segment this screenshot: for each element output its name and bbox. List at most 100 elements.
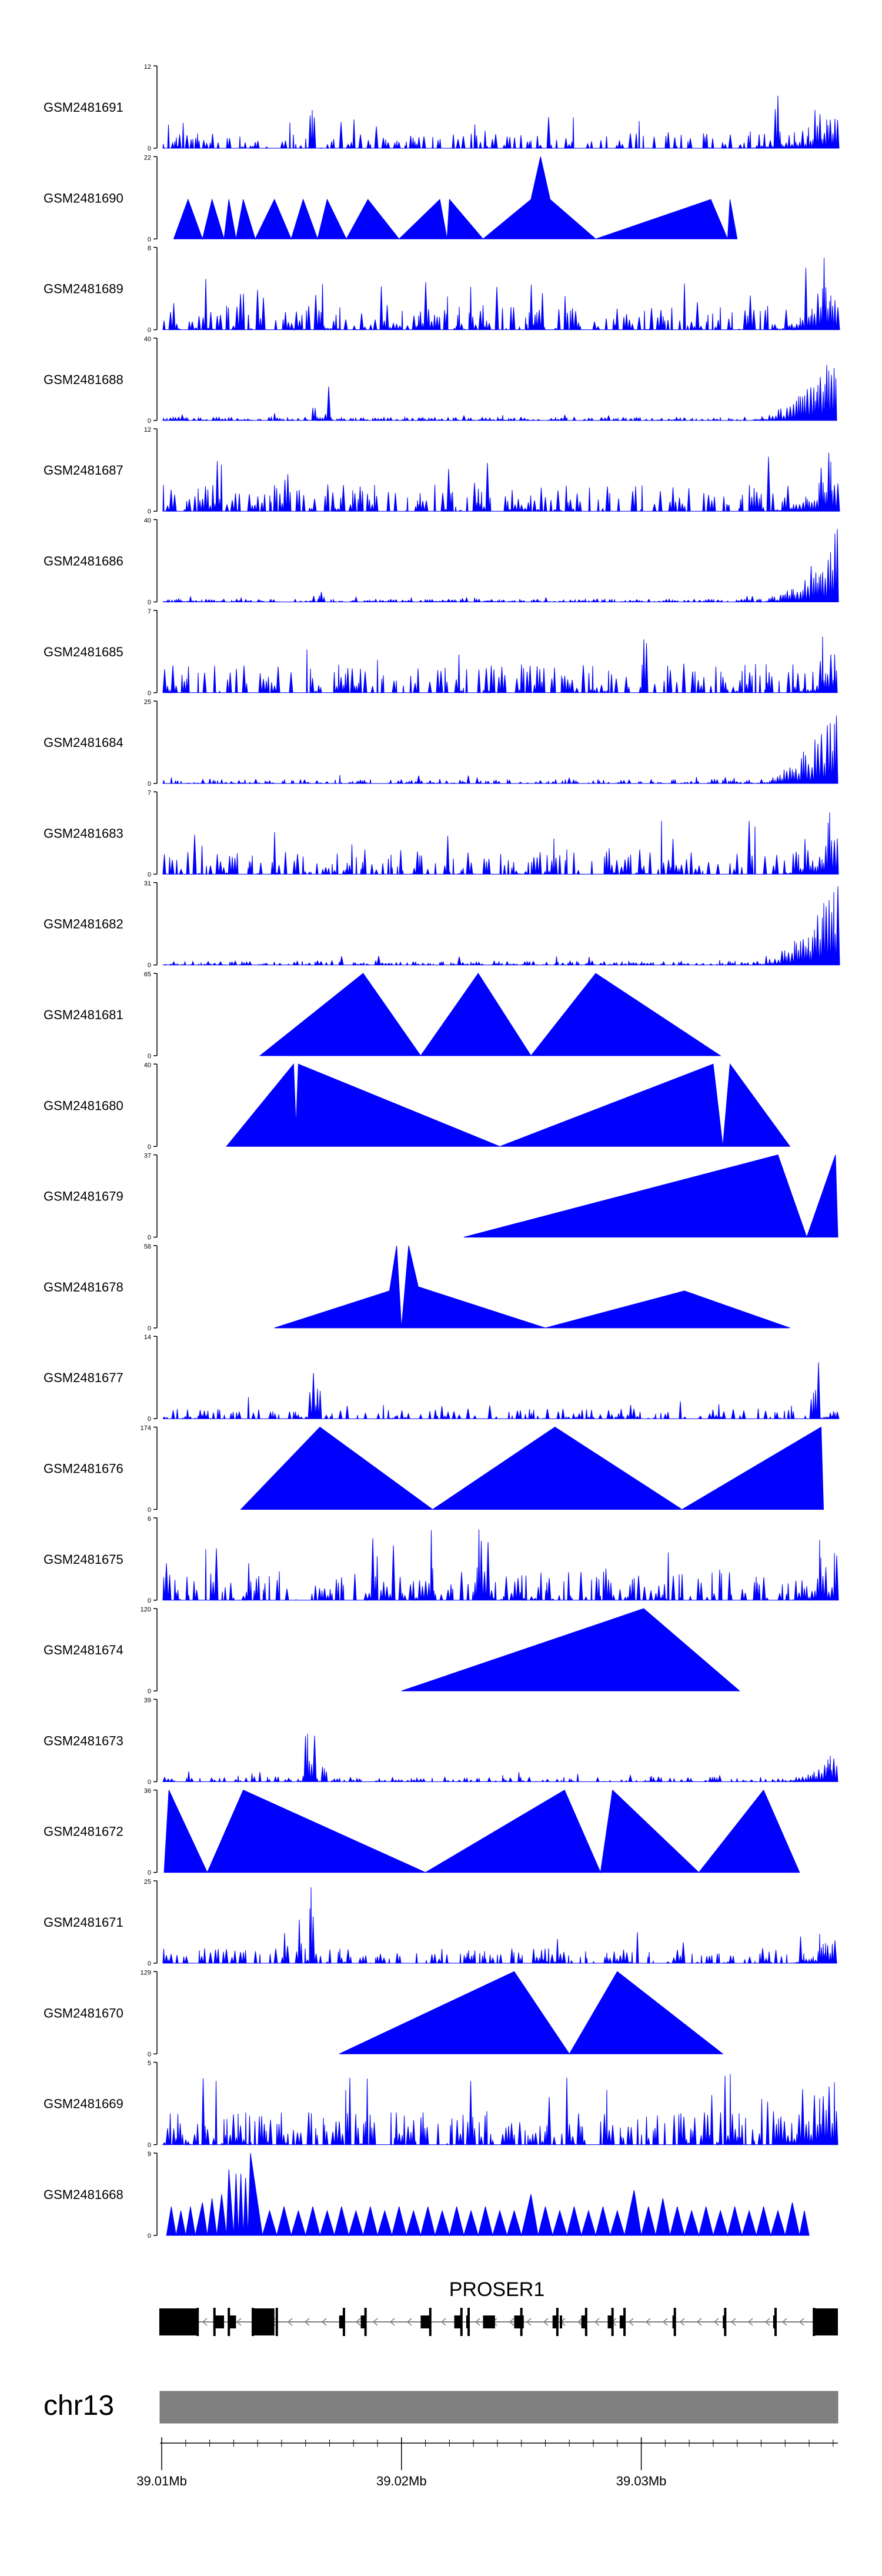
track-ymin-label: 0	[148, 1053, 151, 1060]
strand-arrow	[696, 2318, 702, 2326]
track-ymin-label: 0	[148, 2233, 151, 2240]
track-label: GSM2481679	[44, 1189, 123, 1204]
exon-boundary	[429, 2308, 432, 2336]
exon	[581, 2315, 586, 2328]
coverage-area	[162, 715, 838, 785]
exon	[420, 2315, 430, 2328]
exon	[360, 2315, 366, 2328]
strand-arrow	[781, 2318, 787, 2326]
exon	[454, 2315, 462, 2328]
strand-arrow	[287, 2318, 293, 2326]
exon-boundary	[584, 2308, 587, 2336]
strand-arrow	[799, 2318, 804, 2326]
coverage-area	[163, 1789, 800, 1874]
track-ymin-label: 0	[148, 1870, 151, 1877]
exon-boundary	[467, 2308, 470, 2336]
track-ymin-label: 0	[148, 1507, 151, 1514]
exon-boundary	[623, 2308, 626, 2336]
track-ymin-label: 0	[148, 1234, 151, 1242]
track-ymax-label: 40	[144, 336, 151, 343]
coverage-area	[162, 636, 838, 694]
exon	[672, 2315, 675, 2328]
track-label: GSM2481674	[44, 1643, 123, 1657]
track-ymin-label: 0	[148, 236, 151, 243]
track-ymin-label: 0	[148, 599, 151, 606]
genome-axis-label: 39.02Mb	[376, 2474, 427, 2488]
track-ymin-label: 0	[148, 418, 151, 425]
strand-arrow	[389, 2318, 395, 2326]
strand-arrow	[304, 2318, 310, 2326]
coverage-area	[339, 1971, 724, 2055]
exon-boundary	[275, 2308, 278, 2336]
exon	[552, 2315, 557, 2328]
exon	[773, 2315, 776, 2328]
track-ymin-label: 0	[148, 1416, 151, 1423]
exon-boundary	[673, 2308, 676, 2336]
track-ymax-label: 12	[144, 64, 151, 71]
strand-arrow	[475, 2318, 480, 2326]
track-label: GSM2481686	[44, 554, 123, 569]
track-ymax-label: 8	[148, 245, 151, 252]
strand-arrow	[440, 2318, 446, 2326]
track-ymax-label: 12	[144, 426, 151, 433]
exon-boundary	[364, 2308, 367, 2336]
track-label: GSM2481691	[44, 100, 123, 115]
track-label: GSM2481678	[44, 1280, 123, 1294]
strand-arrow	[526, 2318, 532, 2326]
track-ymax-label: 25	[144, 699, 151, 706]
strand-arrow	[577, 2318, 583, 2326]
track-label: GSM2481683	[44, 826, 123, 840]
exon	[159, 2308, 198, 2335]
exon	[723, 2315, 726, 2328]
track-ymin-label: 0	[148, 1960, 151, 1967]
track-ymax-label: 37	[144, 1153, 151, 1160]
coverage-area	[166, 2153, 810, 2237]
strand-arrow	[372, 2318, 378, 2326]
coverage-area	[226, 1063, 791, 1147]
track-ymin-label: 0	[148, 1597, 151, 1604]
exon-boundary	[251, 2308, 254, 2336]
genome-axis-label: 39.01Mb	[136, 2474, 187, 2488]
track-ymax-label: 40	[144, 1062, 151, 1069]
track-label: GSM2481685	[44, 645, 123, 659]
strand-arrow	[662, 2318, 668, 2326]
track-ymin-label: 0	[148, 1778, 151, 1786]
track-label: GSM2481689	[44, 282, 123, 296]
track-label: GSM2481676	[44, 1461, 123, 1476]
track-label: GSM2481690	[44, 191, 123, 205]
coverage-area	[259, 973, 721, 1056]
exon-boundary	[611, 2308, 614, 2336]
strand-arrow	[628, 2318, 634, 2326]
strand-arrow	[730, 2318, 736, 2326]
track-label: GSM2481675	[44, 1552, 123, 1567]
exon-boundary	[460, 2308, 463, 2336]
track-ymax-label: 120	[141, 1606, 151, 1613]
track-ymax-label: 31	[144, 880, 151, 887]
strand-arrow	[764, 2318, 770, 2326]
exon	[339, 2315, 344, 2328]
exon-boundary	[196, 2308, 199, 2336]
track-ymax-label: 7	[148, 608, 151, 615]
exon-boundary	[228, 2308, 230, 2336]
coverage-area	[162, 1529, 839, 1601]
track-label: GSM2481668	[44, 2187, 123, 2202]
exon	[252, 2308, 275, 2335]
track-ymax-label: 14	[144, 1334, 151, 1341]
track-ymax-label: 174	[141, 1425, 151, 1432]
coverage-area	[162, 95, 840, 149]
coverage-area	[162, 258, 840, 331]
coverage-area	[463, 1154, 838, 1239]
track-ymin-label: 0	[148, 1688, 151, 1695]
strand-arrow	[713, 2318, 719, 2326]
track-ymax-label: 6	[148, 1516, 151, 1523]
track-ymax-label: 5	[148, 2060, 151, 2067]
track-ymin-label: 0	[148, 2142, 151, 2149]
exon	[619, 2315, 625, 2328]
coverage-area	[162, 1887, 837, 1964]
exon-boundary	[342, 2308, 345, 2336]
track-ymin-label: 0	[148, 145, 151, 152]
exon	[229, 2315, 236, 2328]
track-ymin-label: 0	[148, 962, 151, 969]
track-ymin-label: 0	[148, 780, 151, 788]
exon-boundary	[774, 2308, 777, 2336]
